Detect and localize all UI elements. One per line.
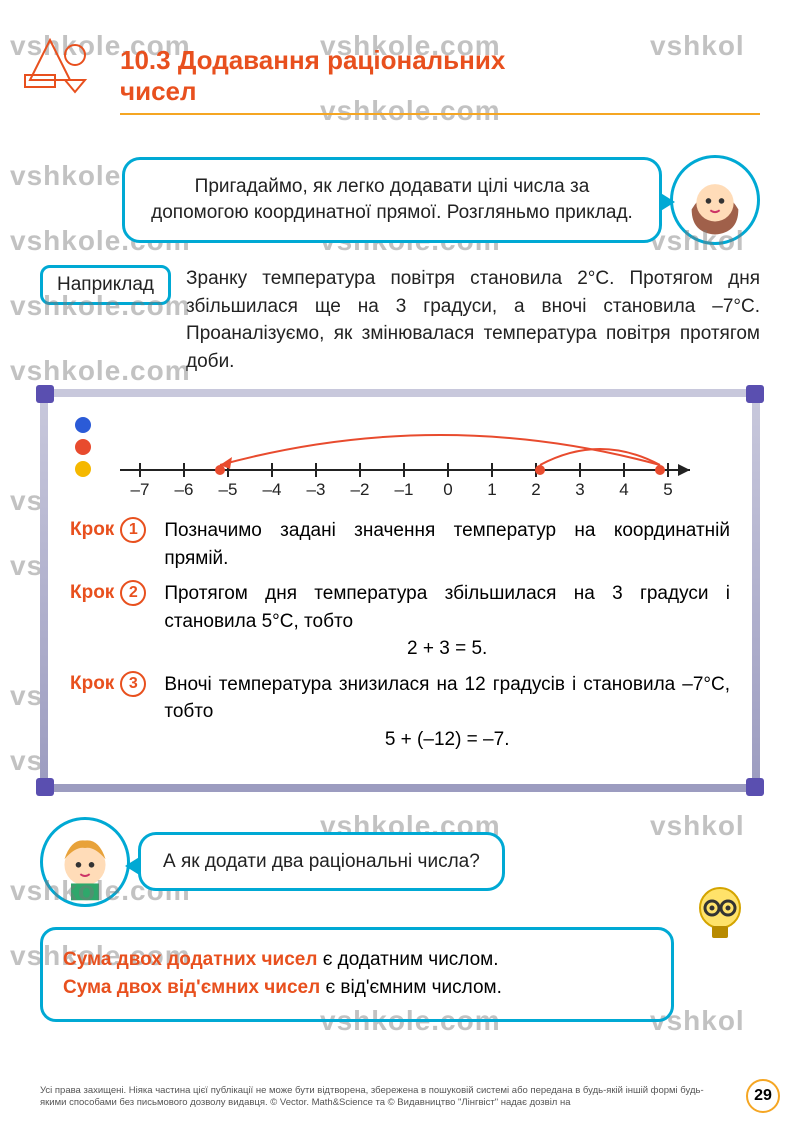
question-text: А як додати два раціональні числа? xyxy=(163,851,480,872)
intro-text: Пригадаймо, як легко додавати цілі числа… xyxy=(151,176,633,223)
svg-text:0: 0 xyxy=(443,480,452,499)
question-speech-bubble: А як додати два раціональні числа? xyxy=(138,832,505,892)
rule-area: Сума двох додатних чисел є додатним числ… xyxy=(40,927,760,1022)
step-text: Вночі температура знизилася на 12 градус… xyxy=(164,671,730,754)
numberline-area: –7 –6 –5 –4 –3 –2 –1 0 1 2 3 4 5 xyxy=(70,415,730,505)
boy-avatar xyxy=(40,817,130,907)
step-label: Крок 1 xyxy=(70,517,146,543)
step-equation: 5 + (–12) = –7. xyxy=(164,726,730,754)
rule2-bold: Сума двох від'ємних чисел xyxy=(63,977,320,998)
svg-text:4: 4 xyxy=(619,480,628,499)
svg-text:–1: –1 xyxy=(395,480,414,499)
title-underline xyxy=(120,113,760,115)
step-row: Крок 1 Позначимо задані значення температ… xyxy=(70,517,730,572)
svg-text:3: 3 xyxy=(575,480,584,499)
boy-avatar-icon xyxy=(43,820,127,904)
example-block: Наприклад Зранку температура повітря ста… xyxy=(40,265,760,375)
step-number-badge: 2 xyxy=(120,580,146,606)
board-corner xyxy=(36,385,54,403)
example-text: Зранку температура повітря становила 2°С… xyxy=(186,265,760,375)
svg-text:–2: –2 xyxy=(351,480,370,499)
question-row: А як додати два раціональні числа? xyxy=(40,817,760,907)
step-label: Крок 2 xyxy=(70,580,146,606)
copyright-footer: Усі права захищені. Ніяка частина цієї п… xyxy=(40,1085,720,1109)
title-line1: 10.3 Додавання раціональних xyxy=(120,45,505,75)
intro-row: Пригадаймо, як легко додавати цілі числа… xyxy=(40,155,760,245)
section-title: 10.3 Додавання раціональних чисел xyxy=(120,30,760,115)
rule1-rest: є додатним числом. xyxy=(317,949,498,970)
step-row: Крок 3 Вночі температура знизилася на 12 … xyxy=(70,671,730,754)
rule1-bold: Сума двох додатних чисел xyxy=(63,949,317,970)
svg-text:–6: –6 xyxy=(175,480,194,499)
board-corner xyxy=(746,778,764,796)
svg-text:–3: –3 xyxy=(307,480,326,499)
title-line2: чисел xyxy=(120,76,197,106)
svg-text:–5: –5 xyxy=(219,480,238,499)
svg-text:1: 1 xyxy=(487,480,496,499)
step-row: Крок 2 Протягом дня температура збільшила… xyxy=(70,580,730,663)
svg-text:2: 2 xyxy=(531,480,540,499)
rule-box: Сума двох додатних чисел є додатним числ… xyxy=(40,927,674,1022)
step-text: Позначимо задані значення температур на … xyxy=(164,517,730,572)
step-text: Протягом дня температура збільшилася на … xyxy=(164,580,730,663)
page-number: 29 xyxy=(746,1079,780,1113)
section-header: 10.3 Додавання раціональних чисел xyxy=(40,30,760,130)
whiteboard: –7 –6 –5 –4 –3 –2 –1 0 1 2 3 4 5 Крок 1 Позначимо зад… xyxy=(40,389,760,791)
intro-speech-bubble: Пригадаймо, як легко додавати цілі числа… xyxy=(122,157,662,242)
math-tools-icon xyxy=(20,30,100,100)
legend-dot-blue xyxy=(75,417,91,433)
svg-text:–4: –4 xyxy=(263,480,282,499)
rule-line-1: Сума двох додатних чисел є додатним числ… xyxy=(63,946,651,975)
step-label: Крок 3 xyxy=(70,671,146,697)
steps-container: Крок 1 Позначимо задані значення температ… xyxy=(70,517,730,753)
board-corner xyxy=(36,778,54,796)
example-tag: Наприклад xyxy=(40,265,171,305)
svg-text:5: 5 xyxy=(663,480,672,499)
step-number-badge: 1 xyxy=(120,517,146,543)
legend-dot-red xyxy=(75,439,91,455)
board-corner xyxy=(746,385,764,403)
step-number-badge: 3 xyxy=(120,671,146,697)
numberline-diagram: –7 –6 –5 –4 –3 –2 –1 0 1 2 3 4 5 xyxy=(110,415,710,505)
step-equation: 2 + 3 = 5. xyxy=(164,635,730,663)
girl-avatar xyxy=(670,155,760,245)
lightbulb-icon xyxy=(690,882,750,952)
girl-avatar-icon xyxy=(673,158,757,242)
color-legend xyxy=(75,417,91,477)
legend-dot-yellow xyxy=(75,461,91,477)
rule2-rest: є від'ємним числом. xyxy=(320,977,502,998)
rule-line-2: Сума двох від'ємних чисел є від'ємним чи… xyxy=(63,974,651,1003)
svg-text:–7: –7 xyxy=(131,480,150,499)
